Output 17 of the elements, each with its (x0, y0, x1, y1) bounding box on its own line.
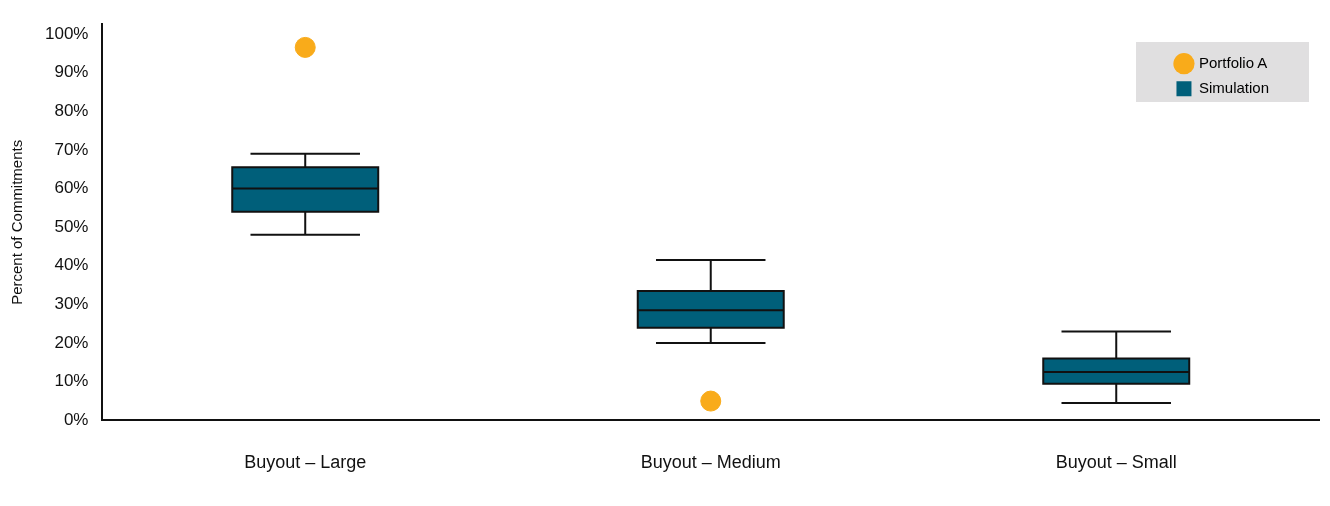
y-tick-label: 90% (54, 62, 89, 82)
y-tick-label: 30% (54, 294, 89, 314)
legend-label: Portfolio A (1198, 53, 1268, 71)
y-tick-label: 80% (54, 100, 89, 120)
y-tick-label: 100% (45, 23, 89, 43)
legend-label: Simulation (1198, 78, 1270, 96)
x-tick-label: Buyout – Small (1055, 452, 1177, 473)
y-tick-label: 20% (54, 332, 89, 352)
x-tick-label: Buyout – Large (244, 452, 367, 473)
x-tick-label: Buyout – Medium (640, 452, 781, 473)
y-axis-title: Percent of Commitments (8, 139, 26, 305)
y-tick-label: 0% (63, 410, 89, 430)
y-tick-label: 50% (54, 216, 89, 236)
y-tick-label: 10% (54, 371, 89, 391)
y-tick-label: 70% (54, 139, 89, 159)
y-tick-label: 40% (54, 255, 89, 275)
y-tick-label: 60% (54, 178, 89, 198)
